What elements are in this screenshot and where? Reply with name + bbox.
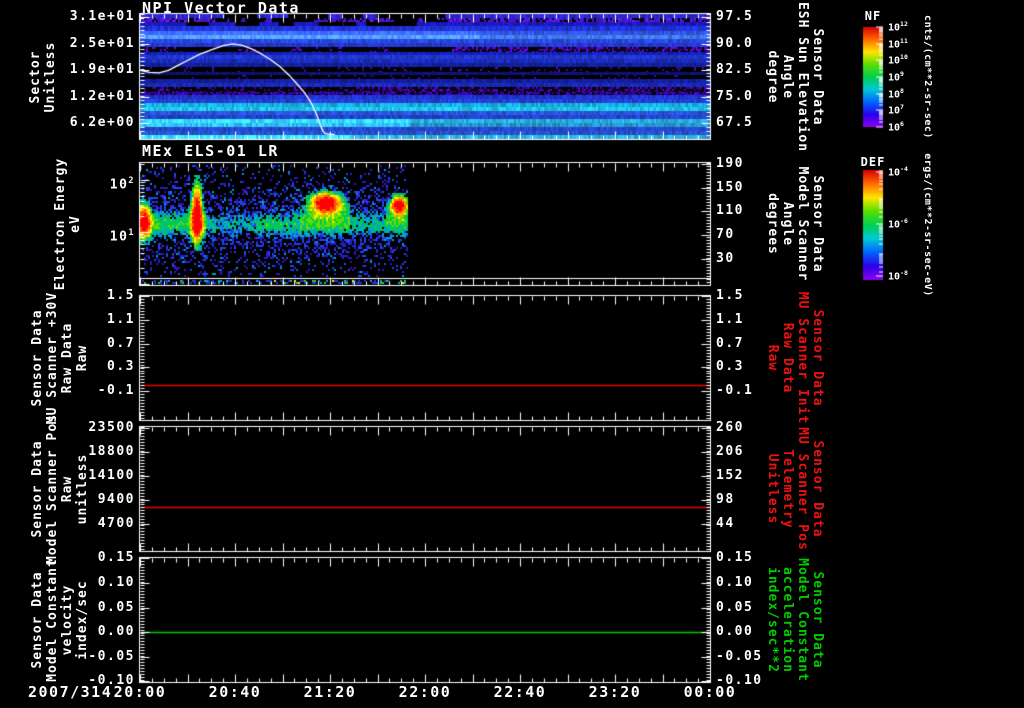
panel1-left-tick-label: 3.1e+01: [69, 9, 135, 24]
exponent: -4: [900, 165, 908, 173]
colorbar-nf-tick-label: 106: [888, 120, 904, 134]
exponent: 12: [900, 20, 908, 28]
panel5-left-axis-label-line: Model Constant: [45, 558, 60, 682]
time-axis-label: 00:00: [683, 683, 737, 701]
panel4-left-tick-label: 18800: [88, 444, 135, 459]
colorbar-def-unit: ergs/(cm**2-sr-sec-eV): [922, 153, 933, 297]
panel1-left-tick-label: 1.9e+01: [69, 62, 135, 77]
panel5-left-tick-label: 0.10: [97, 574, 135, 590]
time-axis-label: 20:40: [208, 683, 262, 701]
panel5-right-axis-label-line: Sensor Data: [810, 571, 825, 669]
panel1-right-tick-label: 82.5: [716, 62, 754, 77]
panel4-left-tick-label: 4700: [97, 516, 135, 531]
colorbar-def-tick-label: 10-8: [888, 269, 908, 283]
panel2-right-tick-label: 30: [716, 250, 735, 266]
panel1-title: NPI Vector Data: [142, 0, 300, 17]
exponent: 6: [900, 120, 904, 128]
panel4-right-tick-label: 152: [716, 468, 744, 483]
date-label: 2007/314: [28, 683, 113, 701]
panel5-right-tick-label: 0.15: [716, 550, 754, 565]
panel4-right-tick-label: 206: [716, 444, 744, 459]
panel5-right-axis-label-line: Model Constant: [795, 558, 810, 682]
panel5-right-tick-label: 0.00: [716, 624, 754, 640]
panel2-right-tick-label: 150: [716, 179, 744, 195]
panel3-right-tick-label: 0.7: [716, 335, 744, 351]
panel2-right-tick-label: 70: [716, 227, 735, 243]
panel3-left-tick-label: 0.7: [107, 335, 135, 351]
colorbar-nf-tick-label: 109: [888, 70, 904, 84]
panel5-left-axis-label-line: Sensor Data: [30, 571, 45, 669]
colorbar-nf-tick-label: 1012: [888, 20, 908, 34]
panel1-right-tick-label: 75.0: [716, 88, 754, 104]
panel5-left-tick-label: 0.00: [97, 624, 135, 640]
exponent: 10: [900, 53, 908, 62]
panel5-right-tick-label: -0.05: [716, 649, 763, 665]
time-axis-label: 22:00: [398, 683, 452, 701]
colorbar-nf-tick-label: 1010: [888, 53, 908, 67]
panel2-right-tick-label: 190: [716, 156, 744, 171]
exponent: -6: [900, 217, 908, 225]
colorbar-nf-tick-label: 108: [888, 86, 904, 100]
time-axis-label: 23:20: [588, 683, 642, 701]
panel5-left-tick-label: -0.05: [88, 649, 135, 665]
panel4-right-tick-label: 98: [716, 492, 735, 507]
panel5-right-tick-label: 0.10: [716, 574, 754, 590]
panel2-left-tick-label: 101: [109, 227, 135, 245]
panel4-right-tick-label: 44: [716, 516, 735, 531]
exponent: 1: [128, 227, 135, 237]
exponent: 11: [900, 36, 908, 45]
panel1-right-tick-label: 90.0: [716, 35, 754, 51]
panel5-right-axis-label-line: acceleration: [780, 567, 795, 673]
colorbar-nf-tick-label: 107: [888, 103, 904, 117]
exponent: 9: [900, 70, 904, 78]
time-axis-label: 21:20: [303, 683, 357, 701]
colorbar-nf-title: NF: [864, 9, 882, 23]
colorbar-nf-tick-label: 1011: [888, 36, 908, 50]
panel4-right-tick-label: 260: [716, 420, 744, 435]
panel2-title: MEx ELS-01 LR: [142, 142, 279, 160]
panel4-left-tick-label: 14100: [88, 468, 135, 483]
panel4-left-tick-label: 23500: [88, 420, 135, 435]
panel3-right-tick-label: 0.3: [716, 359, 744, 375]
panel3-right-tick-label: 1.5: [716, 288, 744, 303]
colorbar-def-tick-label: 10-4: [888, 165, 908, 179]
exponent: 7: [900, 103, 904, 112]
panel4-left-tick-label: 9400: [97, 492, 135, 507]
panel2-left-tick-label: 102: [109, 175, 135, 193]
panel1-left-tick-label: 6.2e+00: [69, 115, 135, 130]
panel5-left-axis-label-line: index/sec: [75, 580, 90, 660]
panel5-right-tick-label: 0.05: [716, 599, 754, 615]
panel3-left-tick-label: 0.3: [107, 359, 135, 375]
exponent: 2: [128, 175, 135, 185]
panel1-right-tick-label: 97.5: [716, 9, 754, 24]
panel3-right-tick-label: 1.1: [716, 311, 744, 327]
panel5-left-tick-label: 0.05: [97, 599, 135, 615]
time-axis-label: 22:40: [493, 683, 547, 701]
panel5-right-tick-label: -0.10: [716, 673, 763, 688]
panel1-left-axis-label-line: Sector: [28, 50, 43, 103]
panel1-left-tick-label: 2.5e+01: [69, 35, 135, 51]
panel5-right-axis-label-line: index/sec**2: [765, 567, 780, 673]
panel3-left-tick-label: -0.1: [97, 383, 135, 399]
panel1-right-tick-label: 67.5: [716, 115, 754, 130]
colorbar-def-tick-label: 10-6: [888, 217, 908, 231]
panel5-left-axis-label: Sensor Data Model Constant velocity index/s…: [30, 500, 90, 708]
exponent: -8: [900, 269, 908, 277]
panel2-right-tick-label: 110: [716, 203, 744, 219]
panel5-right-axis-label: Sensor Data Model Constant acceleration ind…: [765, 500, 825, 708]
panel5-left-tick-label: -0.10: [88, 673, 135, 688]
exponent: 8: [900, 86, 904, 95]
panel1-left-tick-label: 1.2e+01: [69, 88, 135, 104]
panel3-left-tick-label: 1.5: [107, 288, 135, 303]
panel3-left-tick-label: 1.1: [107, 311, 135, 327]
panel5-left-axis-label-line: velocity: [60, 584, 75, 656]
panel3-right-tick-label: -0.1: [716, 383, 754, 399]
time-axis-label: 20:00: [113, 683, 167, 701]
colorbar-def-title: DEF: [860, 155, 886, 169]
panel5-left-tick-label: 0.15: [97, 550, 135, 565]
